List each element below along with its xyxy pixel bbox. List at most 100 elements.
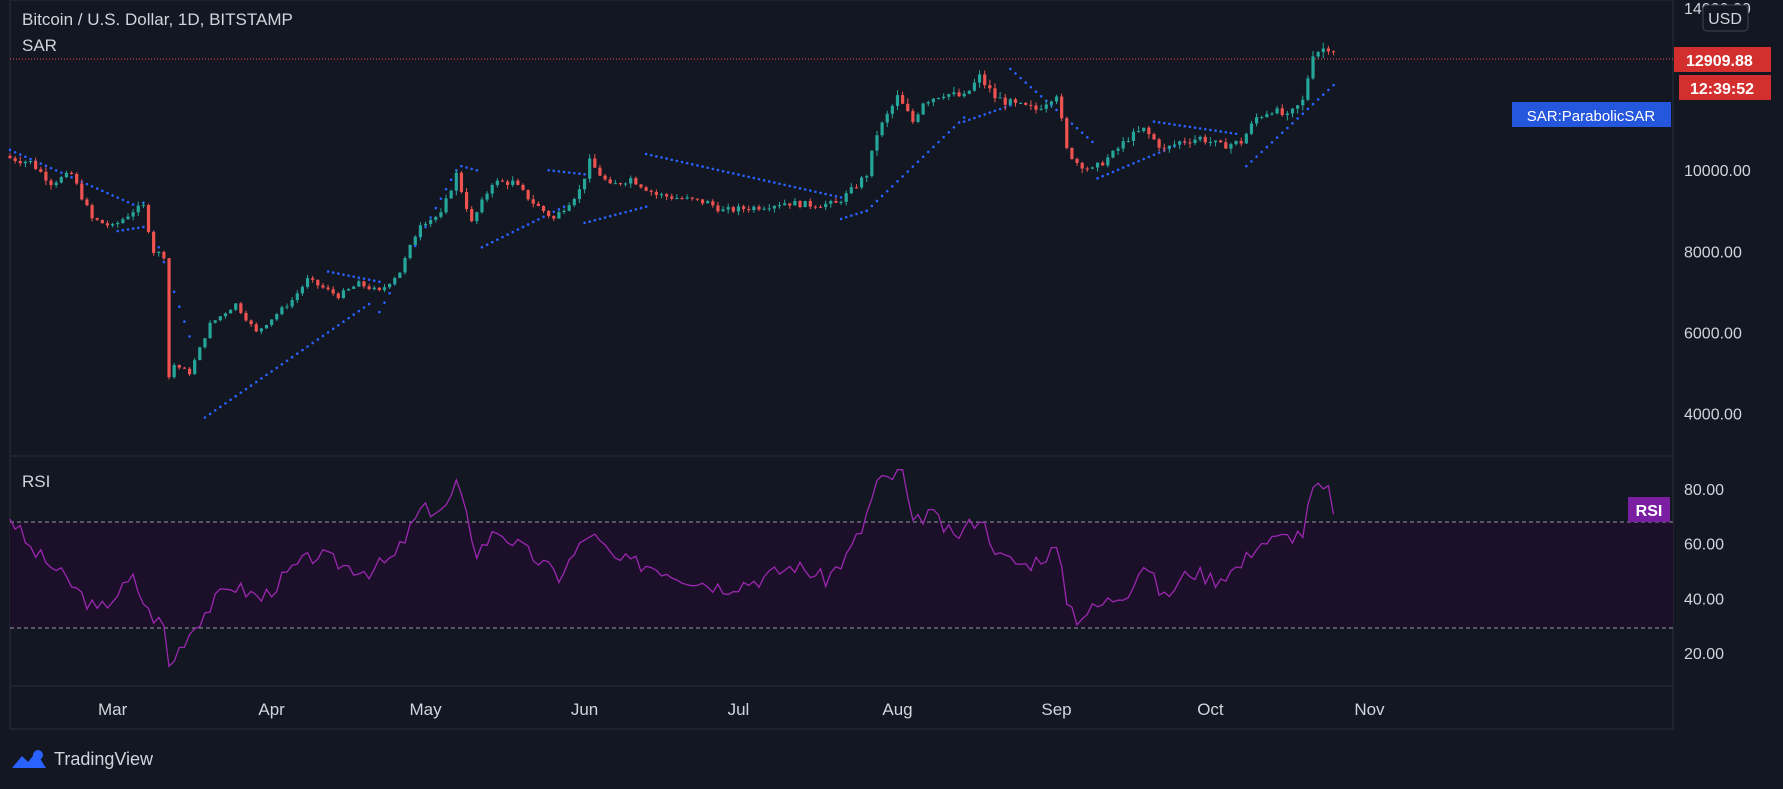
- sar-dot: [634, 208, 638, 211]
- candle-body: [213, 320, 217, 323]
- sar-dot: [1029, 85, 1033, 89]
- candle: [582, 178, 587, 194]
- sar-dot: [1009, 67, 1012, 71]
- sar-dot: [542, 215, 545, 219]
- sar-dot: [254, 380, 258, 384]
- sar-dot: [578, 172, 581, 176]
- sar-dot: [208, 412, 212, 416]
- rsi-indicator-tag[interactable]: RSI: [1628, 497, 1670, 522]
- candle-body: [39, 169, 43, 172]
- candle-body: [813, 206, 818, 208]
- sar-dot: [85, 182, 89, 186]
- candle: [798, 200, 802, 209]
- candle-body: [131, 212, 135, 217]
- sar-dot: [526, 223, 530, 226]
- candle-body: [418, 225, 422, 237]
- sar-indicator-tag[interactable]: SAR:ParabolicSAR: [1512, 102, 1671, 127]
- sar-dot: [608, 214, 612, 218]
- sar-dot: [655, 155, 658, 158]
- candle-body: [1142, 127, 1146, 131]
- candle-body: [557, 212, 561, 219]
- sar-dot: [1168, 122, 1171, 126]
- candle-body: [536, 203, 540, 206]
- brand-footer[interactable]: TradingView: [10, 744, 153, 774]
- currency-button[interactable]: USD: [1702, 4, 1749, 32]
- candle-body: [562, 210, 566, 213]
- candle-body: [439, 212, 443, 217]
- candle-body: [28, 160, 33, 162]
- candle: [280, 305, 284, 316]
- sar-dot: [1193, 126, 1197, 129]
- candle: [747, 205, 751, 213]
- sar-dot: [603, 216, 607, 219]
- candle-body: [849, 187, 853, 194]
- candle-body: [500, 180, 505, 182]
- candle: [85, 197, 89, 207]
- candle: [870, 150, 874, 178]
- candle-body: [875, 135, 879, 151]
- candle: [521, 183, 525, 191]
- candle-body: [1306, 78, 1310, 100]
- sar-dot: [701, 165, 704, 168]
- candle: [741, 204, 746, 213]
- sar-dot: [660, 156, 663, 159]
- sar-dot: [1245, 164, 1248, 168]
- candle-body: [767, 208, 771, 210]
- candle-body: [552, 216, 556, 219]
- candle: [1049, 100, 1053, 109]
- candle: [972, 78, 977, 92]
- sar-dot: [824, 192, 827, 196]
- sar-dot: [1121, 166, 1125, 169]
- sar-dot: [229, 398, 232, 402]
- sar-dot: [362, 277, 366, 280]
- candle: [649, 189, 653, 196]
- candle: [885, 110, 889, 128]
- candle-body: [839, 201, 843, 203]
- candle: [228, 309, 233, 314]
- candle-body: [588, 158, 592, 179]
- sar-dot: [665, 157, 668, 160]
- time-tick-label: Sep: [1041, 700, 1071, 719]
- sar-dot: [449, 178, 453, 181]
- candle: [1249, 120, 1254, 136]
- candle-body: [675, 198, 679, 200]
- candle-body: [865, 176, 869, 178]
- sar-dot: [675, 159, 679, 163]
- candle: [126, 213, 130, 220]
- sar-dot: [706, 166, 709, 170]
- sar-dot: [136, 226, 140, 230]
- candle: [75, 172, 79, 186]
- sar-dot: [1070, 122, 1074, 125]
- sar-dot: [968, 118, 971, 122]
- sar-dot: [696, 164, 699, 167]
- candle: [1095, 162, 1100, 172]
- candle: [105, 220, 110, 229]
- sar-dot: [670, 158, 674, 162]
- sar-dot: [926, 150, 930, 154]
- candle: [608, 176, 612, 184]
- candle: [1316, 50, 1320, 59]
- rsi-tick-label: 80.00: [1684, 482, 1724, 499]
- sar-dot: [326, 331, 330, 334]
- candle-body: [1019, 102, 1023, 104]
- candle: [418, 222, 422, 241]
- candle-body: [1260, 117, 1264, 119]
- candle-body: [377, 287, 381, 291]
- sar-dot: [983, 113, 986, 116]
- candle: [429, 218, 433, 228]
- candle: [844, 190, 848, 206]
- sar-dot: [511, 230, 515, 234]
- candle: [1306, 75, 1310, 102]
- last-price-value: 12909.88: [1686, 53, 1753, 70]
- candle: [1254, 113, 1259, 127]
- candle: [13, 155, 17, 164]
- candle: [264, 324, 269, 329]
- candle: [824, 200, 828, 211]
- sar-dot: [116, 196, 120, 199]
- candle-body: [1254, 117, 1259, 124]
- sar-dot: [101, 189, 104, 193]
- candle-body: [916, 114, 920, 122]
- sar-dot: [203, 416, 207, 419]
- candle-body: [203, 338, 207, 348]
- sar-dot: [819, 191, 822, 195]
